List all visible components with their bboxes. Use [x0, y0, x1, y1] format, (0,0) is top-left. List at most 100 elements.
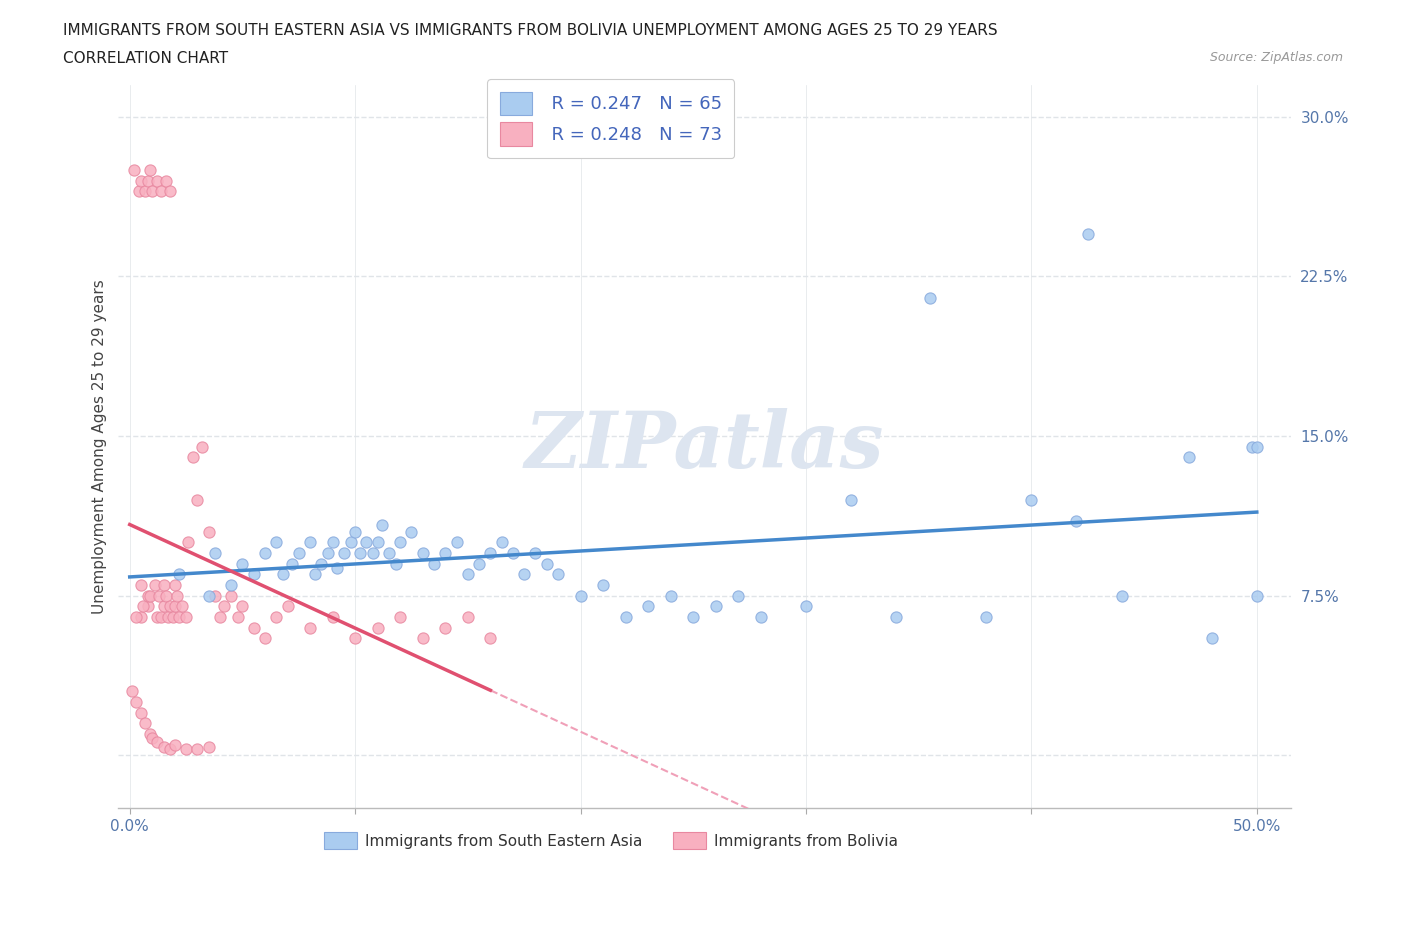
Point — [174, 741, 197, 756]
Point — [322, 609, 344, 624]
Point — [401, 525, 423, 539]
Point — [166, 588, 188, 603]
Point — [326, 561, 349, 576]
Point — [145, 735, 167, 750]
Point — [412, 546, 434, 561]
Point — [122, 163, 145, 178]
Point — [253, 546, 276, 561]
Point — [162, 609, 184, 624]
Point — [125, 609, 148, 624]
Point — [129, 609, 152, 624]
Point — [344, 631, 367, 645]
Point — [242, 620, 264, 635]
Point — [502, 546, 524, 561]
Point — [139, 588, 162, 603]
Point — [614, 609, 637, 624]
Point — [150, 609, 173, 624]
Point — [389, 609, 412, 624]
Point — [524, 546, 547, 561]
Point — [186, 741, 208, 756]
Point — [389, 535, 412, 550]
Point — [704, 599, 727, 614]
Point — [157, 609, 180, 624]
Point — [155, 588, 177, 603]
Point — [423, 556, 446, 571]
Point — [884, 609, 907, 624]
Point — [839, 492, 862, 507]
Legend: Immigrants from South Eastern Asia, Immigrants from Bolivia: Immigrants from South Eastern Asia, Immi… — [318, 826, 904, 855]
Point — [1241, 439, 1264, 454]
Point — [659, 588, 682, 603]
Point — [371, 518, 394, 533]
Point — [219, 578, 242, 592]
Point — [197, 739, 219, 754]
Point — [136, 173, 159, 188]
Point — [322, 535, 344, 550]
Point — [434, 620, 457, 635]
Point — [204, 588, 226, 603]
Point — [125, 695, 148, 710]
Point — [974, 609, 997, 624]
Point — [231, 599, 253, 614]
Point — [727, 588, 749, 603]
Point — [143, 578, 166, 592]
Point — [592, 578, 614, 592]
Point — [339, 535, 361, 550]
Point — [304, 567, 326, 582]
Point — [412, 631, 434, 645]
Point — [457, 567, 479, 582]
Point — [253, 631, 276, 645]
Point — [163, 578, 186, 592]
Point — [1246, 588, 1268, 603]
Point — [191, 439, 214, 454]
Point — [311, 556, 333, 571]
Point — [177, 535, 200, 550]
Point — [344, 525, 367, 539]
Point — [1021, 492, 1043, 507]
Point — [361, 546, 384, 561]
Point — [316, 546, 339, 561]
Point — [159, 599, 181, 614]
Point — [434, 546, 457, 561]
Point — [457, 609, 479, 624]
Point — [174, 609, 197, 624]
Point — [134, 716, 156, 731]
Point — [333, 546, 356, 561]
Point — [1178, 450, 1201, 465]
Point — [1111, 588, 1133, 603]
Point — [169, 609, 191, 624]
Point — [169, 567, 191, 582]
Point — [148, 588, 170, 603]
Point — [152, 739, 174, 754]
Point — [219, 588, 242, 603]
Text: IMMIGRANTS FROM SOUTH EASTERN ASIA VS IMMIGRANTS FROM BOLIVIA UNEMPLOYMENT AMONG: IMMIGRANTS FROM SOUTH EASTERN ASIA VS IM… — [63, 23, 998, 38]
Point — [281, 556, 304, 571]
Text: Source: ZipAtlas.com: Source: ZipAtlas.com — [1209, 51, 1343, 64]
Point — [367, 535, 389, 550]
Point — [170, 599, 193, 614]
Text: ZIPatlas: ZIPatlas — [524, 408, 884, 485]
Point — [186, 492, 208, 507]
Point — [152, 578, 174, 592]
Point — [242, 567, 264, 582]
Point — [749, 609, 772, 624]
Point — [1201, 631, 1223, 645]
Point — [141, 731, 163, 746]
Point — [264, 535, 287, 550]
Point — [637, 599, 659, 614]
Point — [794, 599, 817, 614]
Point — [231, 556, 253, 571]
Point — [163, 599, 186, 614]
Point — [139, 163, 162, 178]
Point — [682, 609, 704, 624]
Point — [271, 567, 294, 582]
Point — [1246, 439, 1268, 454]
Point — [134, 184, 156, 199]
Point — [299, 535, 322, 550]
Point — [491, 535, 513, 550]
Point — [145, 609, 167, 624]
Point — [299, 620, 322, 635]
Point — [264, 609, 287, 624]
Point — [918, 290, 941, 305]
Point — [152, 599, 174, 614]
